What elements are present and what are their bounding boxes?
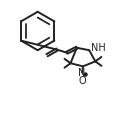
Text: NH: NH [91, 43, 106, 53]
Text: N: N [78, 68, 85, 78]
Text: O: O [78, 76, 86, 86]
